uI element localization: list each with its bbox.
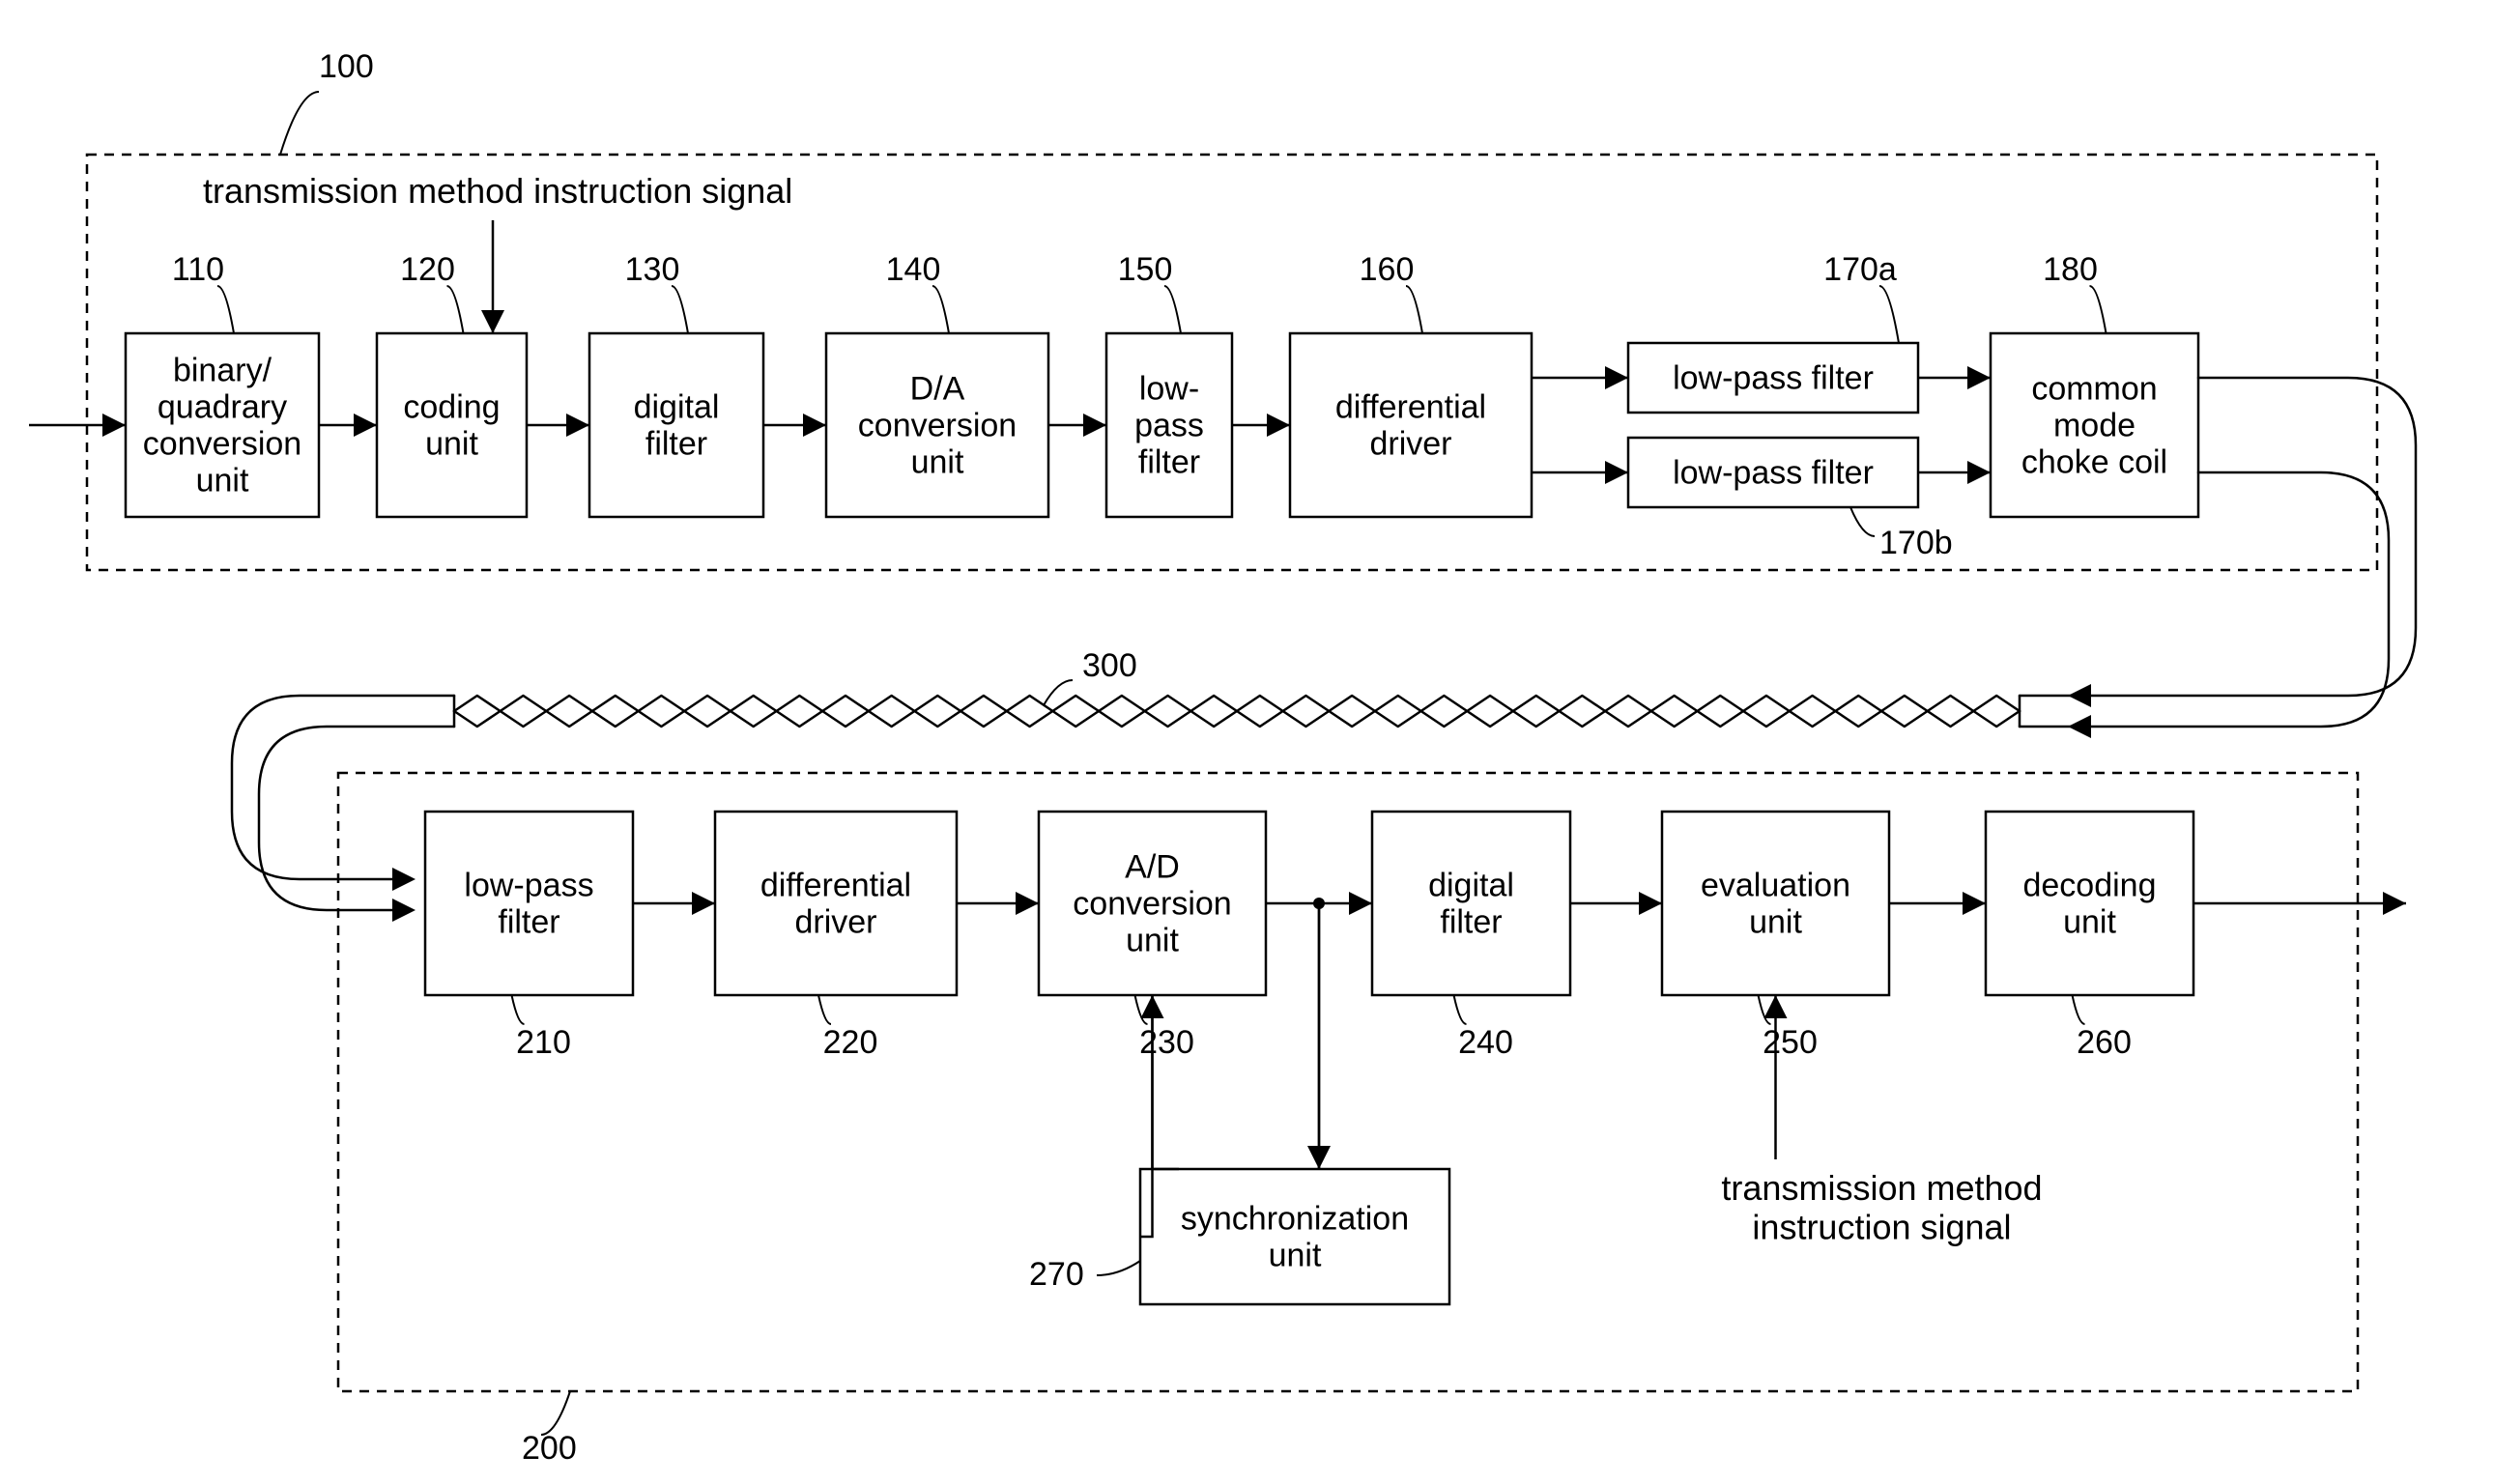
num-260: 260 — [2077, 1024, 2132, 1061]
num-240: 240 — [1458, 1024, 1513, 1061]
num-150: 150 — [1118, 251, 1173, 288]
group-100-label: 100 — [319, 48, 374, 85]
svg-text:filter: filter — [1138, 444, 1200, 481]
num-180: 180 — [2043, 251, 2098, 288]
svg-text:quadrary: quadrary — [158, 388, 287, 425]
num-120: 120 — [400, 251, 455, 288]
svg-text:unit: unit — [911, 444, 964, 481]
svg-text:filter: filter — [498, 903, 559, 940]
svg-text:conversion: conversion — [858, 407, 1017, 443]
svg-text:common: common — [2031, 370, 2157, 407]
svg-text:decoding: decoding — [2022, 867, 2156, 903]
num-130: 130 — [625, 251, 680, 288]
svg-text:conversion: conversion — [1073, 885, 1231, 922]
svg-text:unit: unit — [1126, 923, 1179, 959]
svg-text:A/D: A/D — [1125, 848, 1180, 885]
svg-text:low-pass filter: low-pass filter — [1673, 454, 1874, 491]
num-140: 140 — [886, 251, 941, 288]
svg-text:low-pass: low-pass — [464, 867, 593, 903]
num-210: 210 — [516, 1024, 571, 1061]
num-270: 270 — [1029, 1256, 1084, 1293]
svg-text:differential: differential — [1335, 388, 1486, 425]
svg-text:unit: unit — [425, 425, 478, 462]
svg-text:driver: driver — [794, 903, 876, 940]
num-160: 160 — [1360, 251, 1415, 288]
svg-text:synchronization: synchronization — [1181, 1200, 1409, 1237]
num-250: 250 — [1763, 1024, 1818, 1061]
svg-text:differential: differential — [760, 867, 911, 903]
svg-text:D/A: D/A — [910, 370, 965, 407]
svg-text:binary/: binary/ — [173, 352, 272, 388]
svg-text:unit: unit — [1269, 1237, 1322, 1273]
svg-text:transmission method: transmission method — [1721, 1168, 2042, 1208]
svg-text:mode: mode — [2053, 407, 2136, 443]
num-300: 300 — [1082, 647, 1137, 684]
svg-text:low-pass filter: low-pass filter — [1673, 359, 1874, 396]
svg-text:unit: unit — [2063, 903, 2116, 940]
group-200-label: 200 — [522, 1430, 577, 1467]
num-230: 230 — [1139, 1024, 1194, 1061]
svg-text:evaluation: evaluation — [1701, 867, 1850, 903]
svg-text:low-: low- — [1139, 370, 1199, 407]
svg-text:unit: unit — [1749, 903, 1802, 940]
num-110: 110 — [172, 251, 224, 288]
num-170a: 170a — [1823, 251, 1897, 288]
note-tx-top: transmission method instruction signal — [203, 171, 792, 211]
svg-text:instruction signal: instruction signal — [1752, 1207, 2011, 1246]
svg-text:driver: driver — [1369, 425, 1451, 462]
svg-text:digital: digital — [634, 388, 720, 425]
svg-text:digital: digital — [1428, 867, 1514, 903]
svg-text:choke coil: choke coil — [2021, 444, 2167, 481]
svg-text:conversion: conversion — [143, 425, 301, 462]
svg-text:pass: pass — [1134, 407, 1204, 443]
svg-text:filter: filter — [1440, 903, 1502, 940]
svg-text:unit: unit — [196, 463, 249, 499]
num-220: 220 — [823, 1024, 878, 1061]
svg-text:filter: filter — [645, 425, 707, 462]
num-170b: 170b — [1879, 525, 1953, 561]
svg-text:coding: coding — [403, 388, 500, 425]
